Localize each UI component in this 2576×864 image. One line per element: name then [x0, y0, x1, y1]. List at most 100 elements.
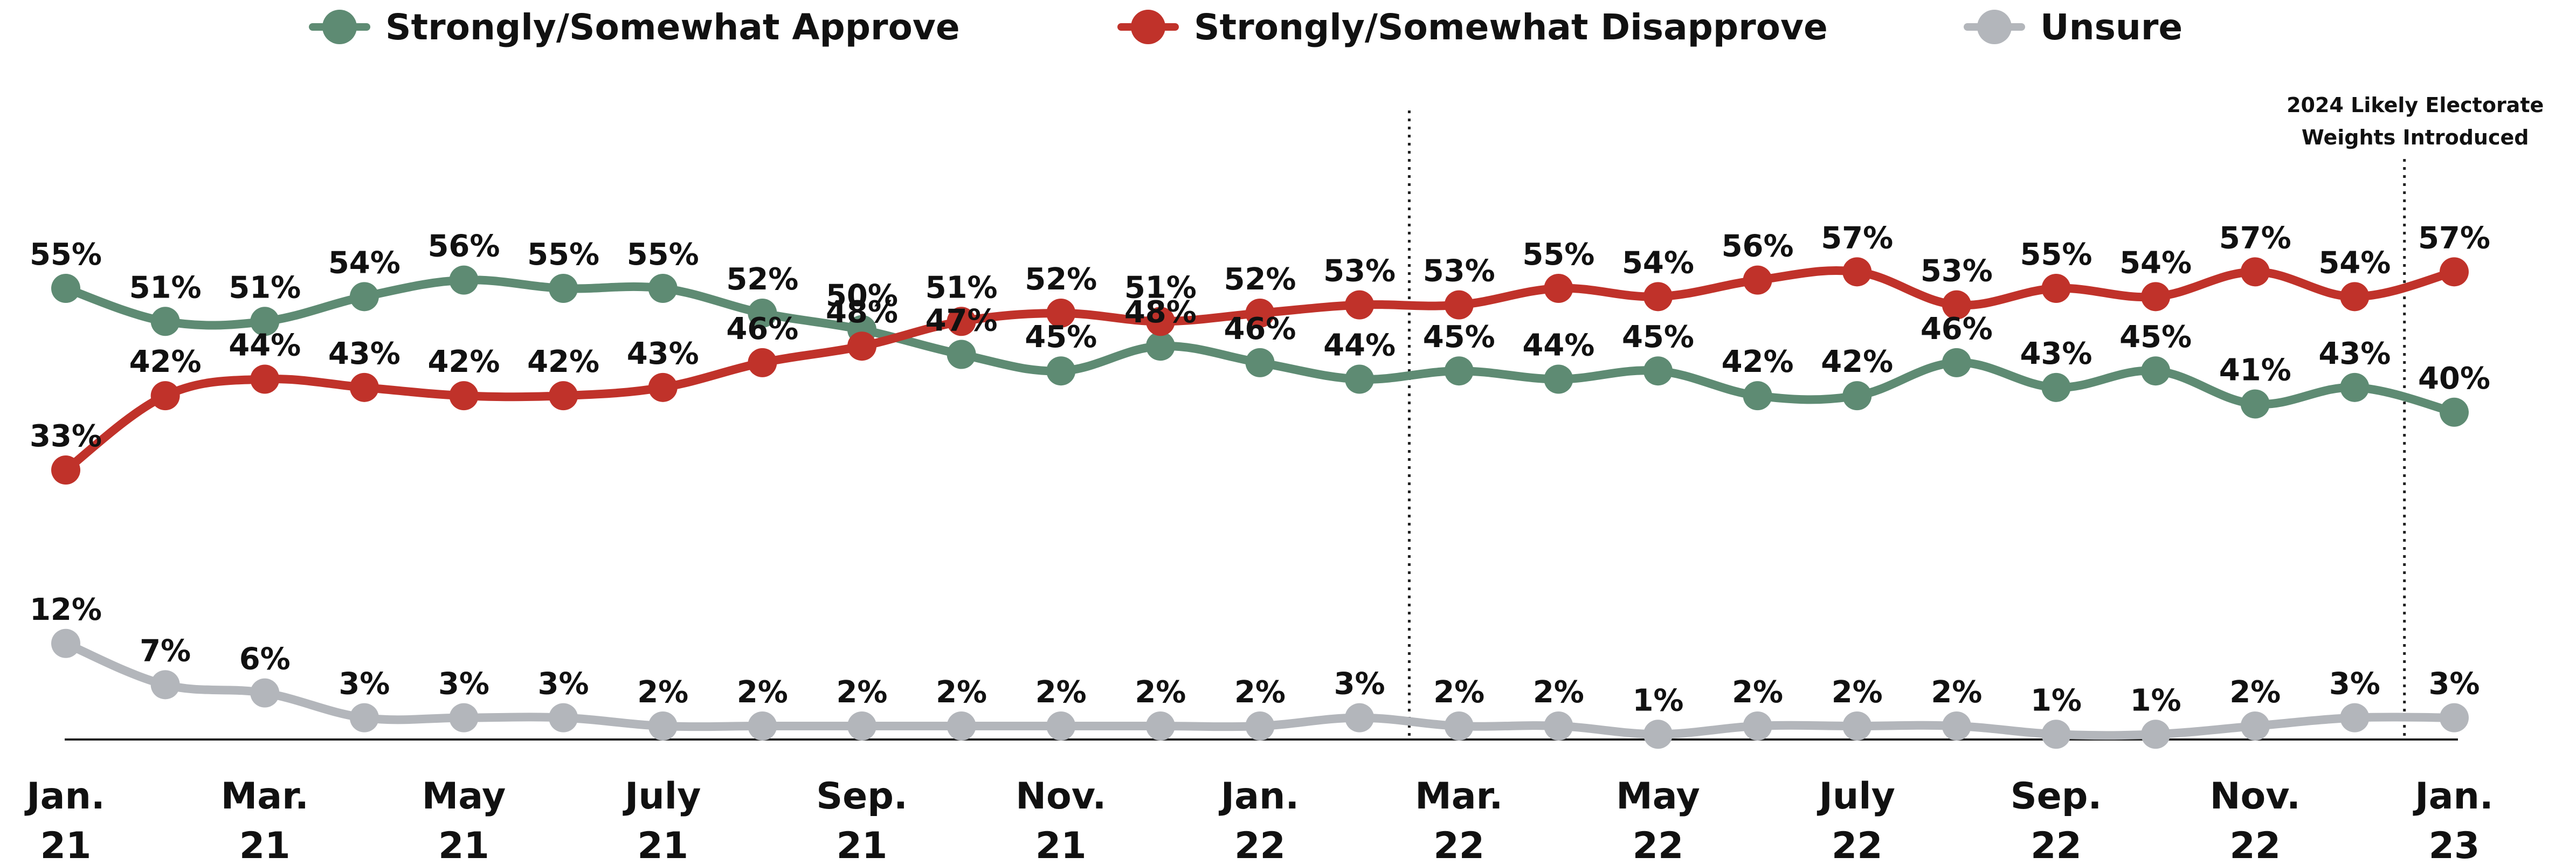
data-point: [2141, 356, 2171, 386]
data-label: 57%: [1821, 220, 1893, 255]
x-tick-label: 21: [1035, 825, 1087, 864]
data-point: [847, 711, 876, 741]
data-point: [1345, 290, 1375, 320]
data-point: [1743, 381, 1772, 411]
data-point: [51, 628, 80, 658]
x-axis-ticks: Jan. 21 Mar. 21 May 21 July 21 Sep. 21 Nov. 21 Jan. 2…: [24, 775, 2493, 864]
data-point: [549, 381, 578, 411]
data-point: [2240, 711, 2270, 741]
data-label: 2%: [1035, 675, 1087, 710]
data-point: [947, 340, 976, 369]
series-points: [51, 257, 2469, 749]
data-point: [2440, 257, 2469, 287]
data-label: 40%: [2418, 361, 2490, 396]
data-label: 42%: [1821, 344, 1893, 379]
data-label: 42%: [1722, 344, 1794, 379]
data-point: [1145, 331, 1175, 361]
data-label: 55%: [30, 237, 102, 272]
data-label: 51%: [1124, 270, 1197, 305]
data-label: 42%: [427, 344, 500, 379]
data-point: [648, 274, 678, 303]
data-label: 44%: [1522, 328, 1594, 363]
data-label: 52%: [1025, 262, 1097, 297]
data-label: 3%: [438, 667, 489, 702]
data-label: 41%: [2219, 352, 2291, 388]
legend: Strongly/Somewhat Approve Strongly/Somewh…: [309, 6, 2183, 48]
data-label: 2%: [1433, 675, 1484, 710]
data-label: 46%: [1224, 312, 1296, 347]
x-tick-label: Mar.: [1415, 775, 1503, 818]
data-point: [349, 372, 379, 402]
data-point: [1444, 356, 1474, 386]
x-tick-label: 22: [1234, 825, 1286, 864]
data-label: 46%: [1921, 312, 1993, 347]
x-tick-label: 22: [1433, 825, 1484, 864]
data-label: 6%: [239, 642, 291, 677]
x-tick-label: Mar.: [221, 775, 309, 818]
data-label: 51%: [229, 270, 301, 305]
data-point: [1643, 720, 1673, 749]
data-label: 33%: [30, 419, 102, 454]
data-point: [1942, 711, 1971, 741]
data-point: [51, 274, 80, 303]
data-point: [1942, 348, 1971, 377]
x-tick-label: Jan.: [24, 775, 105, 818]
data-point: [1743, 265, 1772, 295]
data-label: 1%: [1632, 683, 1683, 718]
x-tick-label: 21: [40, 825, 92, 864]
data-point: [2340, 282, 2370, 312]
data-label: 46%: [726, 312, 798, 347]
data-point: [1345, 364, 1375, 394]
data-label: 54%: [1622, 245, 1694, 280]
data-labels: 55% 51% 51% 54% 56% 55% 55% 52% 50% 47% 45% 48% 46% 4…: [30, 220, 2490, 718]
x-tick-label: 22: [2031, 825, 2082, 864]
data-label: 3%: [2428, 667, 2480, 702]
x-tick-label: May: [422, 775, 506, 818]
data-point: [150, 670, 180, 700]
data-label: 1%: [2130, 683, 2181, 718]
data-point: [2440, 397, 2469, 427]
data-label: 45%: [2119, 320, 2192, 355]
data-label: 53%: [1423, 254, 1495, 289]
x-tick-label: Sep.: [816, 775, 908, 818]
data-label: 45%: [1423, 320, 1495, 355]
data-point: [349, 703, 379, 732]
data-label: 12%: [30, 592, 102, 627]
data-point: [1544, 274, 1573, 303]
data-point: [847, 331, 876, 361]
data-label: 42%: [129, 344, 202, 379]
x-tick-label: 22: [2229, 825, 2281, 864]
data-point: [2340, 703, 2370, 732]
data-point: [1942, 290, 1971, 320]
data-label: 43%: [627, 336, 699, 371]
data-label: 2%: [936, 675, 987, 710]
data-label: 2%: [1732, 675, 1783, 710]
data-point: [648, 372, 678, 402]
data-label: 2%: [1832, 675, 1883, 710]
data-label: 51%: [926, 270, 998, 305]
x-tick-label: 21: [637, 825, 688, 864]
data-point: [648, 711, 678, 741]
data-point: [748, 711, 777, 741]
legend-item-0: Strongly/Somewhat Approve: [309, 6, 960, 48]
data-point: [2240, 257, 2270, 287]
data-point: [1145, 307, 1175, 336]
data-point: [449, 381, 479, 411]
legend-swatch-marker: [1977, 10, 2012, 44]
data-point: [2440, 703, 2469, 732]
data-label: 52%: [726, 262, 798, 297]
x-tick-label: 21: [438, 825, 489, 864]
x-tick-label: 21: [837, 825, 888, 864]
data-point: [51, 455, 80, 485]
data-label: 45%: [1025, 320, 1097, 355]
data-point: [250, 678, 280, 708]
data-point: [250, 364, 280, 394]
data-point: [2041, 720, 2071, 749]
data-label: 57%: [2219, 220, 2291, 255]
data-label: 54%: [2119, 245, 2192, 280]
data-point: [150, 381, 180, 411]
x-tick-label: 23: [2429, 825, 2480, 864]
data-label: 55%: [527, 237, 599, 272]
data-point: [1842, 381, 1872, 411]
